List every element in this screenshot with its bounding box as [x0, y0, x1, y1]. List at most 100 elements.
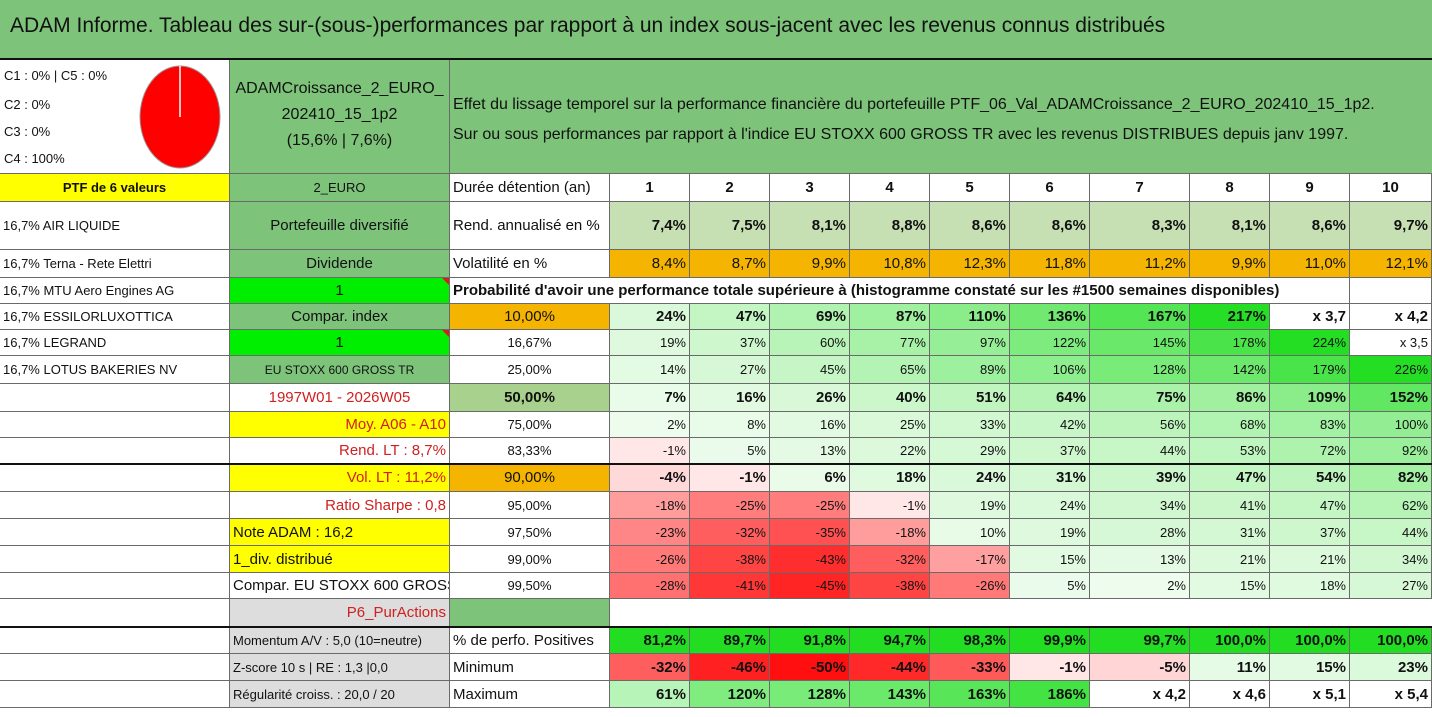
probability-value: 42%: [1010, 412, 1090, 438]
rend-lt-label: Rend. LT : 8,7%: [230, 438, 450, 464]
probability-value: -1%: [690, 464, 770, 492]
momentum-label: Momentum A/V : 5,0 (10=neutre): [230, 627, 450, 654]
duree-label: Durée détention (an): [450, 174, 610, 202]
alloc-c4: C4 : 100%: [4, 151, 65, 166]
rend-annual-value: 8,6%: [1010, 202, 1090, 250]
probability-value: -41%: [690, 573, 770, 599]
year-header-2: 2: [690, 174, 770, 202]
rend-annual-value: 8,6%: [1270, 202, 1350, 250]
probability-value: 19%: [930, 492, 1010, 519]
rend-annual-value: 8,6%: [930, 202, 1010, 250]
maximum-value: 61%: [610, 681, 690, 708]
div-distrib-label: 1_div. distribué: [230, 546, 450, 573]
probability-value: 27%: [690, 356, 770, 384]
probability-value: 41%: [1190, 492, 1270, 519]
fund-perf: (15,6% | 7,6%): [286, 132, 393, 149]
probability-value: -1%: [850, 492, 930, 519]
probability-value: 21%: [1190, 546, 1270, 573]
probability-value: -25%: [770, 492, 850, 519]
maximum-label: Maximum: [450, 681, 610, 708]
alloc-c1-c5: C1 : 0% | C5 : 0%: [4, 68, 108, 83]
probability-value: 65%: [850, 356, 930, 384]
positive-perf-value: 99,9%: [1010, 627, 1090, 654]
empty-cell: [0, 492, 230, 519]
probability-value: 24%: [1010, 492, 1090, 519]
probability-value: -32%: [690, 519, 770, 546]
maximum-value: 163%: [930, 681, 1010, 708]
probability-value: 28%: [1090, 519, 1190, 546]
probability-title: Probabilité d'avoir une performance tota…: [450, 278, 1350, 304]
holding-1: 16,7% Terna - Rete Elettri: [0, 250, 230, 278]
probability-threshold: 25,00%: [450, 356, 610, 384]
probability-threshold: 83,33%: [450, 438, 610, 464]
p6-label: P6_PurActions: [230, 599, 450, 627]
portfolio-header: PTF de 6 valeurs: [0, 174, 230, 202]
empty-cell: [0, 599, 230, 627]
probability-value: 89%: [930, 356, 1010, 384]
probability-threshold: 10,00%: [450, 304, 610, 330]
moy-label: Moy. A06 - A10: [230, 412, 450, 438]
probability-value: 7%: [610, 384, 690, 412]
probability-value: 100%: [1350, 412, 1432, 438]
probability-threshold: 90,00%: [450, 464, 610, 492]
sharpe-label: Ratio Sharpe : 0,8: [230, 492, 450, 519]
probability-value: 26%: [770, 384, 850, 412]
maximum-value: x 4,6: [1190, 681, 1270, 708]
empty-cell: [0, 384, 230, 412]
probability-value: x 3,5: [1350, 330, 1432, 356]
probability-value: 60%: [770, 330, 850, 356]
dividend-value: 1: [230, 278, 450, 304]
probability-value: -4%: [610, 464, 690, 492]
rend-annual-value: 8,1%: [1190, 202, 1270, 250]
probability-value: 87%: [850, 304, 930, 330]
probability-value: 33%: [930, 412, 1010, 438]
probability-value: 128%: [1090, 356, 1190, 384]
probability-value: 226%: [1350, 356, 1432, 384]
probability-value: 5%: [690, 438, 770, 464]
positive-perf-value: 99,7%: [1090, 627, 1190, 654]
probability-value: 45%: [770, 356, 850, 384]
year-header-1: 1: [610, 174, 690, 202]
probability-value: 69%: [770, 304, 850, 330]
probability-value: 136%: [1010, 304, 1090, 330]
positive-perf-label: % de perfo. Positives: [450, 627, 610, 654]
probability-value: 51%: [930, 384, 1010, 412]
minimum-value: 23%: [1350, 654, 1432, 681]
probability-threshold: 16,67%: [450, 330, 610, 356]
probability-value: 19%: [1010, 519, 1090, 546]
probability-value: 152%: [1350, 384, 1432, 412]
minimum-value: -5%: [1090, 654, 1190, 681]
probability-value: 15%: [1010, 546, 1090, 573]
minimum-label: Minimum: [450, 654, 610, 681]
probability-value: -43%: [770, 546, 850, 573]
probability-threshold: 75,00%: [450, 412, 610, 438]
probability-value: 16%: [690, 384, 770, 412]
minimum-value: -50%: [770, 654, 850, 681]
probability-value: 10%: [930, 519, 1010, 546]
comment-marker: [442, 330, 449, 337]
minimum-value: -44%: [850, 654, 930, 681]
compar-index-label: Compar. index: [230, 304, 450, 330]
empty-cell: [1350, 278, 1432, 304]
probability-value: 56%: [1090, 412, 1190, 438]
rend-annual-value: 8,1%: [770, 202, 850, 250]
minimum-value: -33%: [930, 654, 1010, 681]
probability-value: 178%: [1190, 330, 1270, 356]
probability-value: 5%: [1010, 573, 1090, 599]
probability-threshold: 95,00%: [450, 492, 610, 519]
probability-value: 8%: [690, 412, 770, 438]
probability-value: -18%: [850, 519, 930, 546]
probability-value: -23%: [610, 519, 690, 546]
fund-name-panel: ADAMCroissance_2_EURO_ 202410_15_1p2 (15…: [230, 60, 450, 174]
year-header-7: 7: [1090, 174, 1190, 202]
probability-value: -26%: [930, 573, 1010, 599]
probability-value: 97%: [930, 330, 1010, 356]
alloc-c3: C3 : 0%: [4, 124, 51, 139]
probability-value: 6%: [770, 464, 850, 492]
comment-marker: [442, 278, 449, 285]
probability-value: 34%: [1350, 546, 1432, 573]
empty-cell: [0, 654, 230, 681]
maximum-value: x 5,1: [1270, 681, 1350, 708]
probability-value: 64%: [1010, 384, 1090, 412]
probability-value: 21%: [1270, 546, 1350, 573]
